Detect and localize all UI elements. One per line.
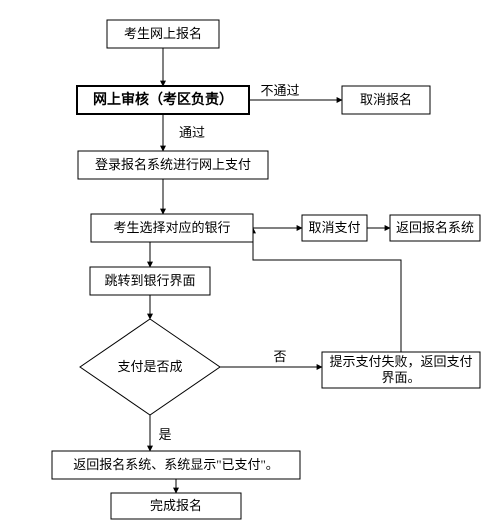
- node-n10a: 提示支付失败，返回支付界面。: [322, 352, 480, 388]
- node-n10-label-2: 界面。: [381, 370, 420, 385]
- node-n3-label: 取消报名: [360, 92, 412, 107]
- node-n11-label: 返回报名系统、系统显示"已支付"。: [73, 457, 279, 472]
- node-n7: 返回报名系统: [390, 215, 480, 241]
- node-n6-label: 取消支付: [308, 220, 360, 235]
- node-n7-label: 返回报名系统: [396, 220, 474, 235]
- node-n12-label: 完成报名: [150, 498, 202, 513]
- node-n5-label: 考生选择对应的银行: [113, 220, 230, 235]
- node-n6: 取消支付: [302, 215, 367, 241]
- edge-e3-label: 通过: [179, 125, 205, 140]
- node-n12: 完成报名: [111, 493, 241, 519]
- node-n9-label: 支付是否成: [117, 359, 182, 374]
- node-n8-label: 跳转到银行界面: [104, 273, 195, 288]
- node-n8: 跳转到银行界面: [90, 267, 210, 295]
- edge-e2: 不通过: [249, 83, 342, 100]
- edge-e10: [253, 228, 401, 352]
- node-n11: 返回报名系统、系统显示"已支付"。: [52, 451, 300, 479]
- node-n5: 考生选择对应的银行: [91, 214, 253, 242]
- edge-e11-label: 是: [158, 427, 171, 442]
- edge-e11: 是: [150, 415, 172, 451]
- flowchart-canvas: 不通过通过否是 考生网上报名网上审核（考区负责） 取消报名登录报名系统进行网上支付…: [0, 0, 500, 521]
- edge-e3: 通过: [163, 114, 205, 151]
- node-n3: 取消报名: [342, 86, 430, 114]
- node-n4-label: 登录报名系统进行网上支付: [95, 157, 251, 172]
- edge-e9: 否: [220, 349, 322, 367]
- node-n9: 支付是否成: [80, 319, 220, 415]
- node-n10-label-1: 提示支付失败，返回支付: [329, 354, 472, 369]
- edge-e2-label: 不通过: [260, 83, 299, 98]
- node-n1: 考生网上报名: [107, 20, 219, 48]
- edge-e9-label: 否: [273, 349, 286, 364]
- node-n2: 网上审核（考区负责）: [77, 86, 249, 114]
- node-n2-label: 网上审核（考区负责）: [93, 91, 233, 108]
- node-n4: 登录报名系统进行网上支付: [78, 151, 268, 179]
- node-n1-label: 考生网上报名: [124, 26, 202, 41]
